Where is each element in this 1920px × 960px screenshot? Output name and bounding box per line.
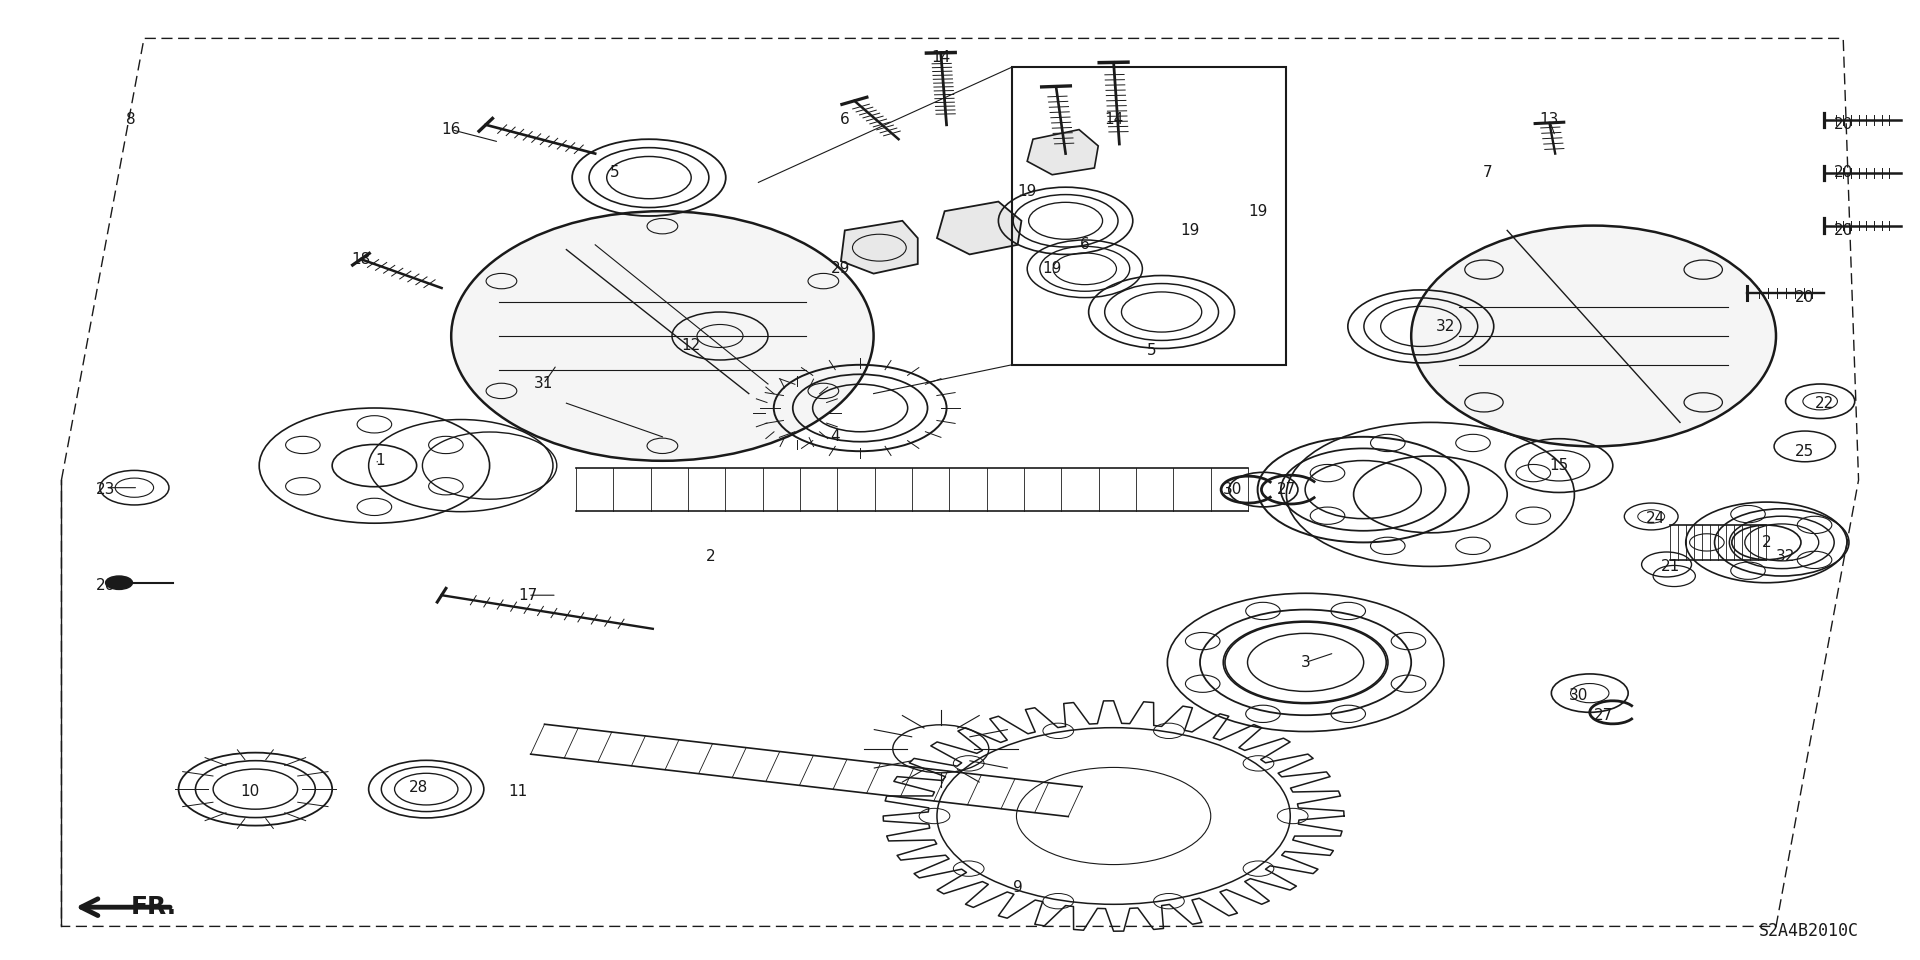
Text: 22: 22 [1814,396,1834,411]
Ellipse shape [1411,226,1776,446]
Text: 10: 10 [240,784,259,800]
Polygon shape [841,221,918,274]
Text: 1: 1 [374,453,386,468]
Text: 14: 14 [931,50,950,65]
Text: 19: 19 [1018,184,1037,200]
Text: 5: 5 [609,165,620,180]
Text: 20: 20 [1834,223,1853,238]
Circle shape [106,576,132,589]
Text: 31: 31 [534,376,553,392]
Text: 32: 32 [1776,549,1795,564]
Text: 4: 4 [829,429,841,444]
Text: 6: 6 [839,112,851,128]
Text: 29: 29 [831,261,851,276]
Text: 20: 20 [1795,290,1814,305]
Text: 13: 13 [1540,112,1559,128]
Text: 19: 19 [1248,204,1267,219]
Text: 32: 32 [1436,319,1455,334]
Polygon shape [937,202,1021,254]
Text: 17: 17 [518,588,538,603]
Text: 18: 18 [351,252,371,267]
Text: 14: 14 [1104,112,1123,128]
Text: 11: 11 [509,784,528,800]
Text: 5: 5 [1146,343,1158,358]
Text: 23: 23 [96,482,115,497]
Text: S2A4B2010C: S2A4B2010C [1759,923,1859,940]
Text: 7: 7 [1482,165,1494,180]
Text: 19: 19 [1043,261,1062,276]
Text: 27: 27 [1594,708,1613,723]
Ellipse shape [451,211,874,461]
Text: FR.: FR. [131,895,177,920]
Text: 3: 3 [1300,655,1311,670]
Text: 28: 28 [409,780,428,795]
Text: 19: 19 [1181,223,1200,238]
Bar [1012,67,1286,365]
Text: 12: 12 [682,338,701,353]
Text: 9: 9 [1012,880,1023,896]
Text: 2: 2 [1761,535,1772,550]
Polygon shape [1027,130,1098,175]
Text: 6: 6 [1079,237,1091,252]
Text: 20: 20 [1834,117,1853,132]
Text: 16: 16 [442,122,461,137]
Text: 25: 25 [1795,444,1814,459]
Text: 15: 15 [1549,458,1569,473]
Text: 8: 8 [125,112,136,128]
Text: 24: 24 [1645,511,1665,526]
Text: 20: 20 [1834,165,1853,180]
Text: 26: 26 [96,578,115,593]
Text: 2: 2 [705,549,716,564]
Text: 27: 27 [1277,482,1296,497]
Text: 21: 21 [1661,559,1680,574]
Text: 30: 30 [1569,688,1588,704]
Text: 30: 30 [1223,482,1242,497]
